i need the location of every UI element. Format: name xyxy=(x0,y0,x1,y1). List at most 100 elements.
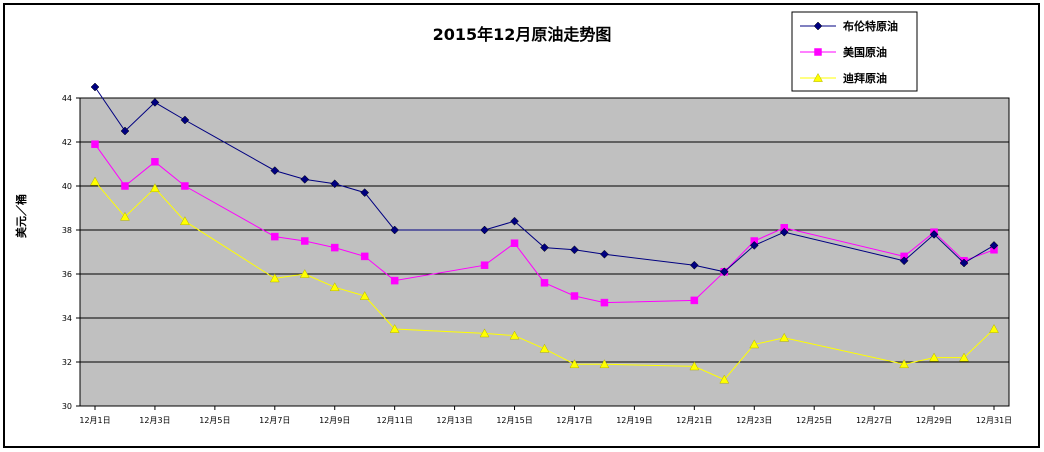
data-point xyxy=(719,374,730,384)
plot-area xyxy=(79,97,1010,407)
data-point xyxy=(749,241,759,250)
data-point xyxy=(359,290,370,300)
y-tick-label: 38 xyxy=(62,226,72,235)
data-point xyxy=(390,276,399,285)
y-tick-label: 42 xyxy=(62,138,72,147)
x-tick-label: 12月5日 xyxy=(199,416,230,425)
data-point xyxy=(180,115,190,125)
data-point xyxy=(270,166,280,175)
x-tick-label: 12月21日 xyxy=(676,416,712,425)
data-point xyxy=(690,296,699,305)
data-point xyxy=(929,352,939,362)
series-1 xyxy=(90,82,999,277)
grid-lines xyxy=(80,97,1009,363)
data-point xyxy=(779,332,790,342)
data-point xyxy=(300,175,310,184)
data-point xyxy=(179,216,190,226)
data-point xyxy=(599,359,610,369)
y-tick-label: 44 xyxy=(62,94,72,103)
y-tick-label: 34 xyxy=(62,314,72,323)
legend-label: 美国原油 xyxy=(843,45,887,59)
data-point xyxy=(749,339,760,349)
data-point xyxy=(390,225,400,235)
data-point xyxy=(689,361,700,371)
data-point xyxy=(150,183,160,193)
data-point xyxy=(539,343,550,353)
data-point xyxy=(91,140,99,148)
data-point xyxy=(479,328,490,338)
data-point xyxy=(509,330,520,340)
data-point xyxy=(899,256,909,266)
data-point xyxy=(329,282,340,292)
data-point xyxy=(929,230,939,239)
x-tick-label: 12月23日 xyxy=(736,416,772,425)
data-point xyxy=(510,239,519,247)
data-point xyxy=(121,182,129,190)
y-tick-label: 40 xyxy=(62,182,72,191)
data-point xyxy=(959,258,969,268)
data-point xyxy=(120,211,130,221)
data-point xyxy=(899,359,910,369)
data-point xyxy=(959,352,969,362)
data-point xyxy=(360,252,369,261)
data-point xyxy=(181,182,189,190)
x-tick-label: 12月15日 xyxy=(496,416,532,425)
x-tick-label: 12月19日 xyxy=(616,416,652,425)
data-point xyxy=(779,227,789,237)
data-point xyxy=(150,98,160,107)
data-point xyxy=(570,245,579,255)
axes: 30 32 34 36 38 40 42 44 12月1日 12月3日 12月5日 12月7日 12月9… xyxy=(62,94,1012,425)
x-tick-label: 12月11日 xyxy=(376,416,412,425)
data-point xyxy=(540,243,549,252)
data-point xyxy=(90,176,100,186)
data-point xyxy=(269,273,280,283)
y-tick-label: 30 xyxy=(62,402,72,411)
data-point xyxy=(570,292,579,300)
y-axis-label: 美元／桶 xyxy=(14,194,28,238)
y-tick-label: 32 xyxy=(62,358,72,367)
x-tick-label: 12月1日 xyxy=(79,416,110,425)
legend-marker xyxy=(813,72,823,82)
series-line xyxy=(94,86,995,273)
data-point xyxy=(689,260,699,270)
data-point xyxy=(540,279,549,287)
data-point xyxy=(510,216,519,226)
x-tick-label: 12月3日 xyxy=(139,416,170,425)
x-tick-label: 12月9日 xyxy=(319,416,350,425)
x-tick-label: 12月13日 xyxy=(436,416,472,425)
data-point xyxy=(569,359,580,369)
data-point xyxy=(989,323,999,333)
series-group xyxy=(90,82,999,384)
legend-marker xyxy=(813,21,823,31)
data-point xyxy=(151,158,159,166)
series-line xyxy=(94,143,995,304)
data-point xyxy=(719,267,729,277)
x-tick-label: 12月27日 xyxy=(856,416,892,425)
chart-title: 2015年12月原油走势图 xyxy=(433,25,612,44)
data-point xyxy=(271,232,279,241)
data-point xyxy=(360,188,370,197)
x-tick-label: 12月31日 xyxy=(976,416,1012,425)
legend-label: 迪拜原油 xyxy=(843,71,887,85)
series-line xyxy=(94,181,995,381)
data-point xyxy=(989,241,999,250)
x-tick-label: 12月7日 xyxy=(259,416,290,425)
data-point xyxy=(330,243,339,252)
legend-label: 布伦特原油 xyxy=(843,19,898,33)
y-tick-label: 36 xyxy=(62,270,72,279)
x-tick-label: 12月29日 xyxy=(916,416,952,425)
data-point xyxy=(389,323,400,333)
x-tick-label: 12月25日 xyxy=(796,416,832,425)
data-point xyxy=(330,179,340,189)
data-point xyxy=(600,249,609,259)
data-point xyxy=(480,261,489,269)
data-point xyxy=(600,298,609,307)
data-point xyxy=(480,225,489,235)
data-point xyxy=(90,82,100,92)
legend-marker xyxy=(814,48,822,56)
series-3 xyxy=(90,176,999,384)
x-tick-label: 12月17日 xyxy=(556,416,592,425)
data-point xyxy=(299,268,310,278)
